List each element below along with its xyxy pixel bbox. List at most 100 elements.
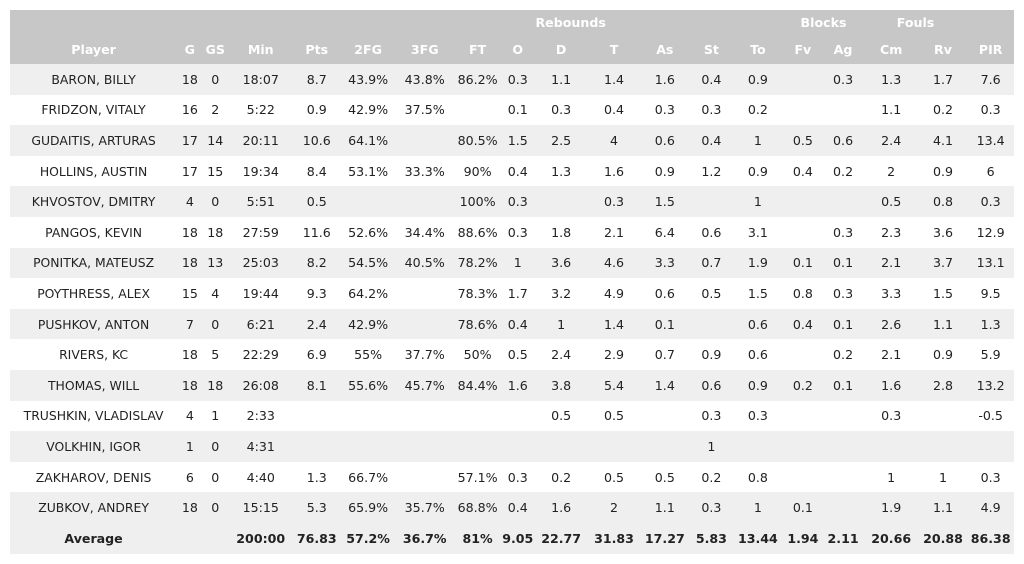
stat-cell-fv: [783, 64, 823, 95]
stat-cell-rv: 1.5: [918, 278, 968, 309]
stat-cell-3fg: [396, 278, 454, 309]
stat-cell-ft: 84.4%: [453, 369, 502, 401]
stat-cell-pir: 12.9: [967, 216, 1014, 248]
column-header-o[interactable]: O: [501, 34, 534, 64]
stat-cell-g: 7: [177, 308, 203, 340]
stat-cell-fv: [783, 431, 823, 462]
stat-cell-o: 0.3: [501, 186, 534, 217]
stat-cell-g: 18: [177, 369, 203, 401]
stat-cell-t: 0.5: [588, 461, 640, 493]
stat-cell-to: [732, 431, 784, 462]
average-row: Average 200:00 76.83 57.2% 36.7% 81% 9.05 22.77…: [10, 522, 1014, 554]
stat-cell-pir: 13.1: [967, 247, 1014, 279]
average-cell-as: 17.27: [639, 522, 691, 554]
stat-cell-ft: [453, 431, 502, 462]
stat-cell-as: 1.5: [639, 186, 691, 217]
column-header-pir[interactable]: PIR: [967, 34, 1014, 64]
stat-cell-as: 0.9: [639, 155, 691, 187]
column-header-gs[interactable]: GS: [202, 34, 228, 64]
stat-cell-to: 1: [732, 125, 784, 156]
player-name-cell: PANGOS, KEVIN: [10, 216, 178, 248]
average-cell-pts: 76.83: [293, 522, 341, 554]
player-name-cell: FRIDZON, VITALY: [10, 94, 178, 126]
stat-cell-fv: 0.8: [783, 278, 823, 309]
column-header-cm[interactable]: Cm: [863, 34, 919, 64]
table-row: RIVERS, KC 18 5 22:29 6.9 55% 37.7% 50% 0.5 2.4 2.…: [10, 339, 1014, 370]
stat-cell-pir: 9.5: [967, 278, 1014, 309]
table-row: ZUBKOV, ANDREY 18 0 15:15 5.3 65.9% 35.7% 68.8%…: [10, 492, 1014, 523]
stat-cell-ag: [822, 461, 864, 493]
stat-cell-st: 0.3: [690, 400, 733, 432]
stat-cell-rv: [918, 400, 968, 432]
stat-cell-st: 0.9: [690, 339, 733, 370]
stat-cell-to: 0.9: [732, 155, 784, 187]
stat-cell-pts: 2.4: [293, 308, 341, 340]
stat-cell-ag: 0.3: [822, 216, 864, 248]
stat-cell-2fg: 52.6%: [340, 216, 397, 248]
column-header-3fg[interactable]: 3FG: [396, 34, 454, 64]
stat-cell-t: 0.4: [588, 94, 640, 126]
column-header-as[interactable]: As: [639, 34, 691, 64]
stat-cell-rv: 0.8: [918, 186, 968, 217]
stat-cell-pir: 6: [967, 155, 1014, 187]
stat-cell-pir: 0.3: [967, 461, 1014, 493]
stat-cell-ag: [822, 431, 864, 462]
stat-cell-st: 0.2: [690, 461, 733, 493]
column-header-min[interactable]: Min: [227, 34, 294, 64]
column-header-fv[interactable]: Fv: [783, 34, 823, 64]
stat-cell-3fg: [396, 461, 454, 493]
stat-cell-min: 5:22: [227, 94, 294, 126]
stat-cell-2fg: [340, 431, 397, 462]
column-header-player[interactable]: Player: [10, 34, 178, 64]
stat-cell-min: 4:31: [227, 431, 294, 462]
stat-cell-o: 1: [501, 247, 534, 279]
stat-cell-as: [639, 400, 691, 432]
player-stats-table: Rebounds Blocks Fouls Player G GS Min Pts 2FG…: [10, 10, 1014, 554]
header-group-spacer: [10, 10, 502, 34]
stat-cell-st: 1.2: [690, 155, 733, 187]
stat-cell-min: 15:15: [227, 492, 294, 523]
column-header-rv[interactable]: Rv: [918, 34, 968, 64]
stat-cell-ag: [822, 94, 864, 126]
stat-cell-2fg: 55.6%: [340, 369, 397, 401]
column-header-d[interactable]: D: [533, 34, 589, 64]
stat-cell-3fg: 40.5%: [396, 247, 454, 279]
stat-cell-d: 0.5: [533, 400, 589, 432]
stat-cell-gs: 0: [202, 64, 228, 95]
stat-cell-pts: [293, 400, 341, 432]
stat-cell-pts: 8.7: [293, 64, 341, 95]
table-row: VOLKHIN, IGOR 1 0 4:31 1: [10, 431, 1014, 462]
stat-cell-2fg: 42.9%: [340, 308, 397, 340]
header-group-spacer-2: [639, 10, 784, 34]
stat-cell-pir: 13.4: [967, 125, 1014, 156]
stat-cell-as: 0.6: [639, 278, 691, 309]
table-row: PONITKA, MATEUSZ 18 13 25:03 8.2 54.5% 40.5% 78…: [10, 247, 1014, 279]
column-header-st[interactable]: St: [690, 34, 733, 64]
column-header-t[interactable]: T: [588, 34, 640, 64]
column-header-ft[interactable]: FT: [453, 34, 502, 64]
stat-cell-g: 17: [177, 155, 203, 187]
stat-cell-st: 0.3: [690, 94, 733, 126]
stat-cell-fv: [783, 186, 823, 217]
stat-cell-o: 0.3: [501, 216, 534, 248]
stat-cell-3fg: [396, 125, 454, 156]
stat-cell-3fg: 45.7%: [396, 369, 454, 401]
stat-cell-3fg: [396, 186, 454, 217]
player-name-cell: ZUBKOV, ANDREY: [10, 492, 178, 523]
table-row: PANGOS, KEVIN 18 18 27:59 11.6 52.6% 34.4% 88.6…: [10, 216, 1014, 248]
stat-cell-fv: [783, 216, 823, 248]
stat-cell-rv: 1.1: [918, 492, 968, 523]
column-header-to[interactable]: To: [732, 34, 784, 64]
stat-cell-t: 1.4: [588, 308, 640, 340]
stat-cell-3fg: [396, 400, 454, 432]
stat-cell-rv: 0.9: [918, 155, 968, 187]
stat-cell-cm: 1: [863, 461, 919, 493]
column-header-2fg[interactable]: 2FG: [340, 34, 397, 64]
column-header-ag[interactable]: Ag: [822, 34, 864, 64]
column-header-g[interactable]: G: [177, 34, 203, 64]
stat-cell-o: [501, 400, 534, 432]
column-header-pts[interactable]: Pts: [293, 34, 341, 64]
stat-cell-to: 0.3: [732, 400, 784, 432]
stat-cell-to: 0.6: [732, 339, 784, 370]
stat-cell-pts: 1.3: [293, 461, 341, 493]
